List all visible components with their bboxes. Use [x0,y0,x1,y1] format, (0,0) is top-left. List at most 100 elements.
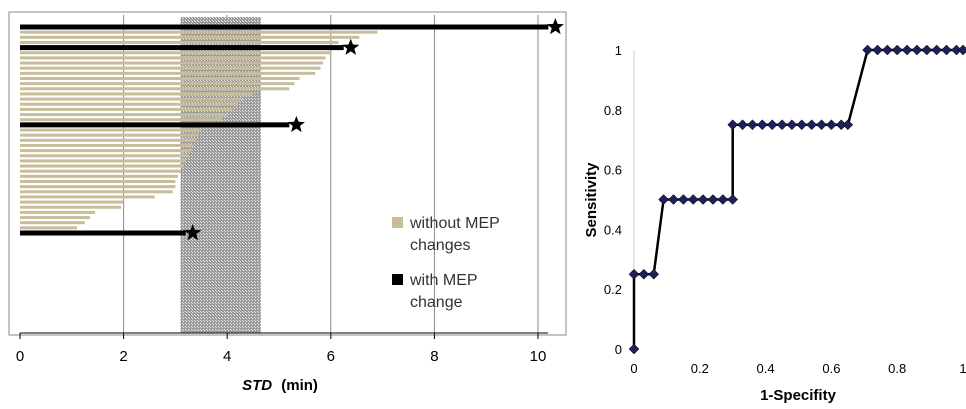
roc-point [957,44,966,56]
roc-point [901,44,913,56]
y-tick-label: 0.2 [604,282,622,297]
y-axis-label: Sensitivity [583,162,600,238]
left-plot-frame [8,11,567,336]
bar-without-mep [20,102,238,106]
x-axis-label-std: STD [242,377,272,394]
roc-point [806,119,818,131]
legend: without MEP changes with MEP change [392,215,500,311]
bar-without-mep [20,164,184,168]
y-tick-label: 1 [615,43,622,58]
bar-without-mep [20,77,300,80]
y-tick-label: 0.4 [604,222,622,237]
x-axis-label-roc: 1-Specifity [760,387,837,404]
roc-point [826,119,837,131]
roc-point [658,194,669,205]
roc-point [697,194,709,205]
bar-without-mep [20,149,191,153]
roc-point [677,194,689,205]
x-axis-label-unit: (min) [281,377,318,394]
bar-without-mep [20,169,181,173]
roc-point [766,119,778,131]
bar-without-mep [20,97,243,101]
bar-without-mep [20,174,178,178]
x-tick-label: 0 [16,348,24,365]
legend-swatch-with [392,274,403,285]
roc-point [786,119,798,131]
x-tick-label: 4 [223,348,231,365]
bar-with-mep [20,122,290,128]
mep-star-marker [342,38,360,55]
legend-label-without-line2: changes [410,237,471,254]
bar-without-mep [20,92,254,96]
bar-without-mep [20,35,360,39]
bar-without-mep [20,195,155,199]
bar-without-mep [20,221,85,225]
bar-without-mep [20,56,326,60]
y-tick-label: 0.8 [604,103,622,118]
bar-without-mep [20,51,331,55]
x-tick-label-roc: 0.2 [691,361,709,376]
roc-point [756,119,768,131]
legend-label-with-line2: change [410,294,463,311]
bar-without-mep [20,205,122,209]
bar-without-mep [20,113,228,117]
roc-point [911,44,923,56]
mep-star-marker [287,115,305,133]
bar-without-mep [20,82,295,86]
bar-without-mep [20,185,176,189]
bar-without-mep [20,180,176,183]
bar-without-mep [20,159,186,163]
bar-without-mep [20,128,202,132]
roc-point [776,119,788,131]
bar-with-mep [20,230,186,236]
std-bar-chart: 0 2 4 6 8 10 STD (min) without MEP changes wi… [8,11,567,394]
roc-point [668,194,679,205]
roc-point [842,119,854,131]
bar-without-mep [20,143,194,147]
mep-star-marker [184,224,202,241]
roc-point [727,194,739,205]
bar-without-mep [20,30,378,34]
roc-point [747,119,758,131]
roc-point [687,194,699,205]
x-tick-label: 6 [327,348,335,365]
y-tick-label: 0 [615,342,622,357]
roc-point [816,119,827,131]
bar-without-mep [20,66,321,70]
x-tick-label: 10 [530,348,547,365]
bar-with-mep [20,24,549,30]
x-axis-label: STD (min) [242,377,318,394]
roc-point [628,268,640,280]
roc-point [707,194,719,205]
bar-without-mep [20,210,96,214]
bar-without-mep [20,118,223,122]
bar-without-mep [20,138,197,142]
x-tick-label: 2 [119,348,127,365]
bar-without-mep [20,40,339,44]
x-tick-label-roc: 0.4 [757,361,775,376]
roc-point [727,119,739,131]
bar-without-mep [20,190,173,194]
x-tick-label-roc: 1 [959,361,966,376]
legend-label-with-line1: with MEP [409,272,478,289]
roc-point [941,44,952,56]
roc-point [872,44,883,56]
roc-point [891,44,903,56]
roc-point [921,44,933,56]
x-tick-label-roc: 0 [630,361,637,376]
roc-point [628,343,640,355]
bar-with-mep [20,45,344,51]
roc-point [737,119,748,131]
bar-without-mep [20,87,290,91]
bar-without-mep [20,216,90,220]
bar-without-mep [20,200,124,204]
legend-swatch-without [392,217,403,228]
roc-point [648,268,660,280]
roc-point [881,44,893,56]
bar-without-mep [20,71,316,75]
roc-point [862,44,873,56]
x-tick-label-roc: 0.6 [822,361,840,376]
bar-without-mep [20,61,324,65]
roc-point [796,119,808,131]
